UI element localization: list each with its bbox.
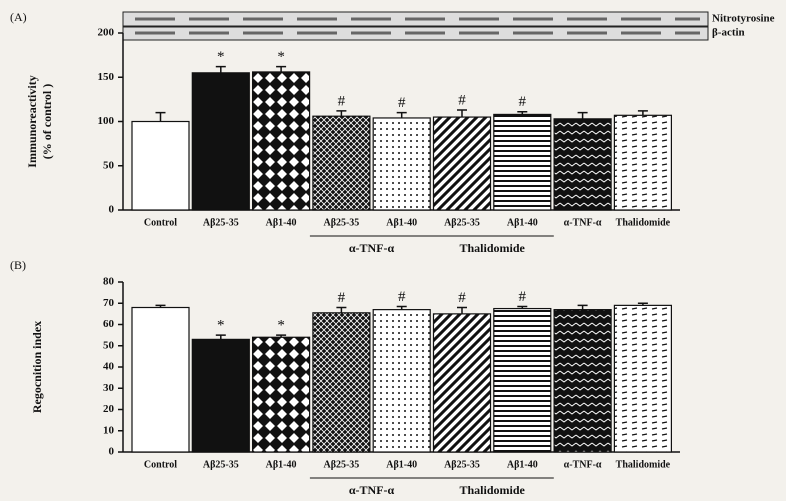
significance-marker: * xyxy=(277,49,285,65)
bar xyxy=(132,308,189,453)
x-tick-label: α-TNF-α xyxy=(564,459,602,470)
bar xyxy=(554,119,611,210)
y-tick-label: 60 xyxy=(103,318,115,330)
x-tick-label: Aβ1-40 xyxy=(507,217,538,228)
bar xyxy=(373,118,430,210)
bar xyxy=(373,310,430,452)
x-tick-label: Thalidomide xyxy=(616,459,671,470)
x-tick-label: Aβ25-35 xyxy=(323,217,359,228)
y-tick-label: 0 xyxy=(109,204,115,216)
significance-marker: # xyxy=(338,93,346,109)
blot-label: β-actin xyxy=(712,27,745,39)
error-bar xyxy=(578,305,588,309)
x-tick-label: Aβ1-40 xyxy=(386,459,417,470)
error-bar xyxy=(216,335,226,339)
x-tick-label: Aβ1-40 xyxy=(266,459,297,470)
x-tick-label: Aβ25-35 xyxy=(444,459,480,470)
x-tick-label: Control xyxy=(144,217,177,228)
significance-marker: # xyxy=(458,92,466,108)
y-tick-label: 80 xyxy=(103,276,115,288)
y-tick-label: 40 xyxy=(103,361,115,373)
bar xyxy=(614,305,671,452)
group-label: Thalidomide xyxy=(459,483,525,497)
bar xyxy=(554,310,611,452)
x-tick-label: Aβ25-35 xyxy=(444,217,480,228)
bar xyxy=(313,116,370,210)
x-tick-label: Aβ25-35 xyxy=(323,459,359,470)
significance-marker: # xyxy=(519,289,527,305)
error-bar xyxy=(578,113,588,119)
error-bar xyxy=(156,113,166,122)
error-bar xyxy=(638,111,648,115)
y-axis-label: Immunoreactivity xyxy=(25,75,39,167)
significance-marker: # xyxy=(458,290,466,306)
bar xyxy=(434,314,491,452)
significance-marker: * xyxy=(277,318,285,334)
bar xyxy=(434,117,491,210)
y-tick-label: 50 xyxy=(103,339,115,351)
y-axis-label: (% of control ) xyxy=(40,84,54,159)
significance-marker: # xyxy=(338,290,346,306)
significance-marker: * xyxy=(217,318,225,334)
significance-marker: # xyxy=(398,289,406,305)
error-bar xyxy=(457,308,467,314)
bar xyxy=(614,115,671,210)
y-tick-label: 100 xyxy=(98,115,115,127)
bar xyxy=(253,72,310,210)
error-bar xyxy=(397,113,407,118)
significance-marker: # xyxy=(398,95,406,111)
x-tick-label: α-TNF-α xyxy=(564,217,602,228)
y-tick-label: 0 xyxy=(109,446,115,458)
panel-label: (B) xyxy=(10,258,26,272)
y-tick-label: 50 xyxy=(103,159,115,171)
x-tick-label: Aβ25-35 xyxy=(203,217,239,228)
x-tick-label: Aβ1-40 xyxy=(507,459,538,470)
significance-marker: # xyxy=(519,94,527,110)
figure: (A) Immunoreactivity(% of control ) Nitrot… xyxy=(0,0,786,501)
x-tick-label: Control xyxy=(144,459,177,470)
bar xyxy=(313,313,370,452)
bar xyxy=(192,339,249,452)
y-tick-label: 150 xyxy=(98,71,115,83)
y-axis-label: Regocnition index xyxy=(30,321,44,413)
group-label: α-TNF-α xyxy=(349,483,395,497)
group-label: Thalidomide xyxy=(459,241,525,255)
error-bar xyxy=(276,67,286,72)
bar xyxy=(192,73,249,210)
y-tick-label: 20 xyxy=(103,403,115,415)
bar xyxy=(132,122,189,211)
x-tick-label: Aβ1-40 xyxy=(266,217,297,228)
x-tick-label: Aβ25-35 xyxy=(203,459,239,470)
significance-marker: * xyxy=(217,49,225,65)
blot-label: Nitrotyrosine xyxy=(712,13,775,25)
x-tick-label: Aβ1-40 xyxy=(386,217,417,228)
y-tick-label: 30 xyxy=(103,382,115,394)
error-bar xyxy=(336,111,346,116)
group-label: α-TNF-α xyxy=(349,241,395,255)
bar xyxy=(494,309,551,452)
x-tick-label: Thalidomide xyxy=(616,217,671,228)
error-bar xyxy=(336,308,346,313)
y-tick-label: 70 xyxy=(103,297,115,309)
error-bar xyxy=(216,67,226,73)
error-bar xyxy=(457,110,467,117)
western-blot xyxy=(123,12,708,40)
y-tick-label: 200 xyxy=(98,27,115,39)
y-tick-label: 10 xyxy=(103,424,115,436)
panel-label: (A) xyxy=(10,10,27,24)
bar xyxy=(494,114,551,210)
bar xyxy=(253,337,310,452)
